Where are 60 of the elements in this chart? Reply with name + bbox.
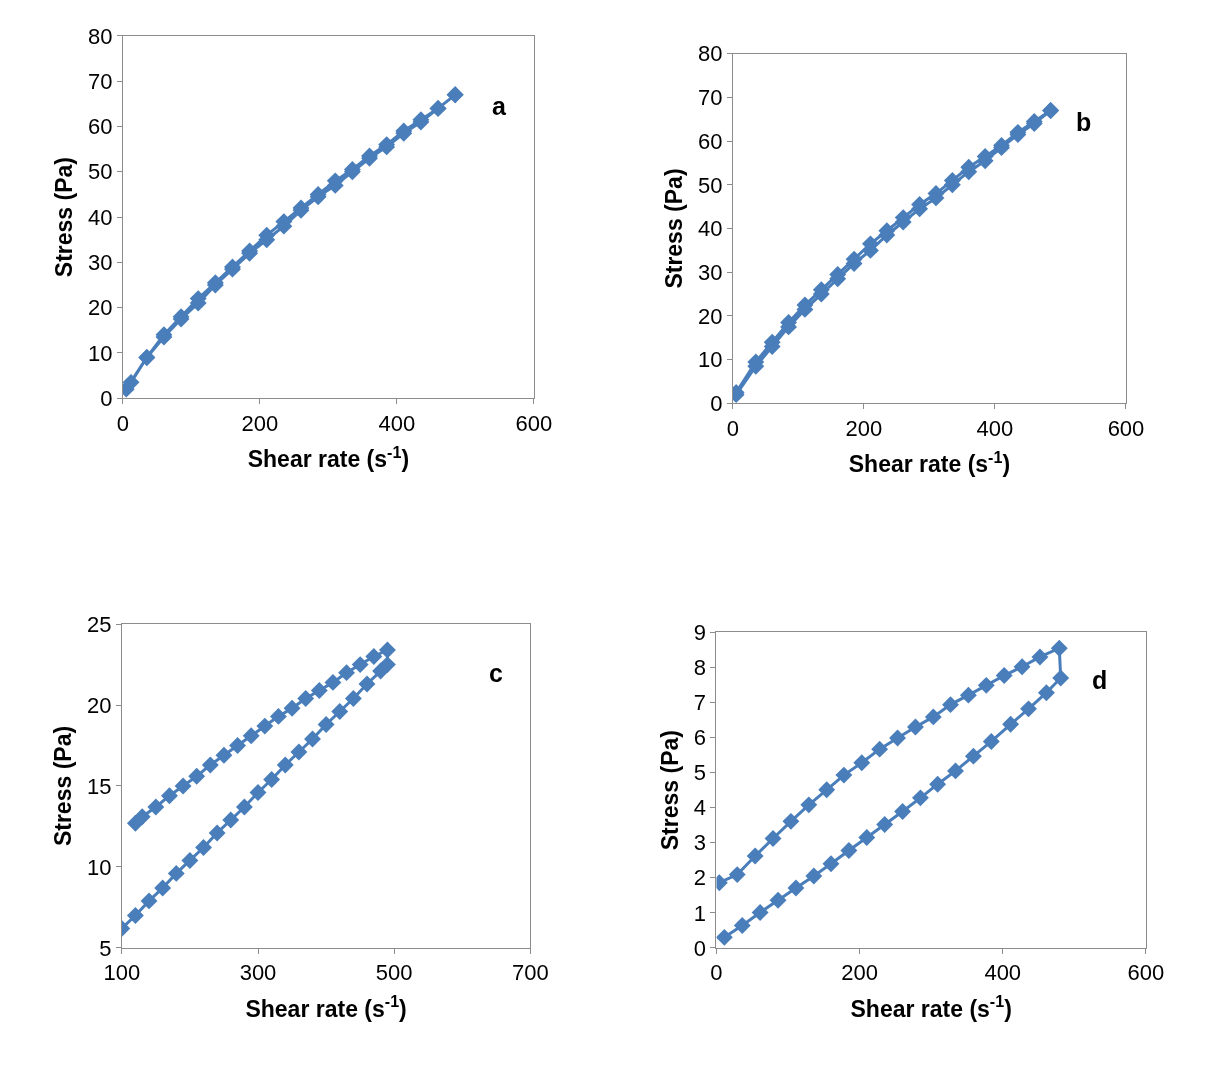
y-tick-label: 70	[87, 68, 113, 94]
y-tick-label: 80	[697, 41, 723, 67]
x-tick-label: 400	[976, 415, 1014, 441]
x-axis-title: Shear rate (s$^{-1}$)	[245, 992, 407, 1022]
y-tick-label: 5	[693, 760, 707, 786]
annotation: d	[1092, 666, 1108, 694]
y-tick-label: 80	[87, 23, 113, 49]
y-tick-label: 10	[86, 854, 112, 880]
x-tick-label: 200	[841, 960, 878, 986]
y-axis-title: Stress (Pa)	[661, 168, 688, 289]
annotation: b	[1076, 108, 1092, 136]
y-tick-label: 6	[693, 725, 707, 751]
y-tick-label: 20	[697, 303, 723, 329]
x-axis-title: Shear rate (s$^{-1}$)	[850, 992, 1012, 1022]
x-tick-label: 500	[375, 960, 413, 986]
x-tick-label: 400	[378, 410, 416, 436]
x-tick-label: 100	[103, 960, 141, 986]
y-tick-label: 25	[86, 611, 112, 637]
x-tick-label: 600	[1127, 960, 1165, 986]
x-tick-label: 0	[726, 415, 739, 441]
y-tick-label: 60	[697, 128, 723, 154]
x-tick-label: 700	[512, 960, 549, 986]
x-tick-label: 200	[845, 415, 883, 441]
y-tick-label: 7	[693, 690, 707, 716]
x-tick-label: 0	[116, 410, 129, 436]
y-tick-label: 20	[87, 295, 113, 321]
y-tick-label: 1	[693, 900, 707, 926]
y-tick-label: 50	[87, 159, 113, 185]
y-tick-label: 0	[710, 391, 723, 417]
y-tick-label: 8	[693, 655, 707, 681]
y-tick-label: 2	[693, 865, 707, 891]
y-tick-label: 30	[697, 259, 723, 285]
y-tick-label: 10	[697, 347, 723, 373]
y-tick-label: 60	[87, 114, 113, 140]
y-tick-label: 3	[693, 830, 707, 856]
y-tick-label: 70	[697, 85, 723, 111]
y-axis-title: Stress (Pa)	[657, 730, 684, 851]
annotation: c	[489, 659, 503, 687]
x-tick-label: 600	[1107, 415, 1145, 441]
y-tick-label: 5	[99, 935, 112, 961]
y-tick-label: 0	[693, 935, 707, 961]
x-tick-label: 400	[984, 960, 1022, 986]
y-tick-label: 20	[86, 692, 112, 718]
y-tick-label: 50	[697, 172, 723, 198]
y-tick-label: 30	[87, 250, 113, 276]
y-tick-label: 40	[697, 216, 723, 242]
y-axis-title: Stress (Pa)	[51, 156, 78, 278]
y-tick-label: 4	[693, 795, 707, 821]
annotation: a	[492, 92, 507, 120]
x-axis-title: Shear rate (s$^{-1}$)	[247, 442, 410, 473]
y-tick-label: 40	[87, 204, 113, 230]
y-tick-label: 15	[86, 773, 112, 799]
x-axis-title: Shear rate (s$^{-1}$)	[848, 447, 1011, 478]
y-tick-label: 0	[100, 385, 113, 411]
y-tick-label: 9	[693, 620, 707, 646]
x-tick-label: 300	[239, 960, 277, 986]
y-tick-label: 10	[87, 340, 113, 366]
x-tick-label: 200	[241, 410, 279, 436]
y-axis-title: Stress (Pa)	[50, 725, 77, 847]
x-tick-label: 600	[515, 410, 553, 436]
